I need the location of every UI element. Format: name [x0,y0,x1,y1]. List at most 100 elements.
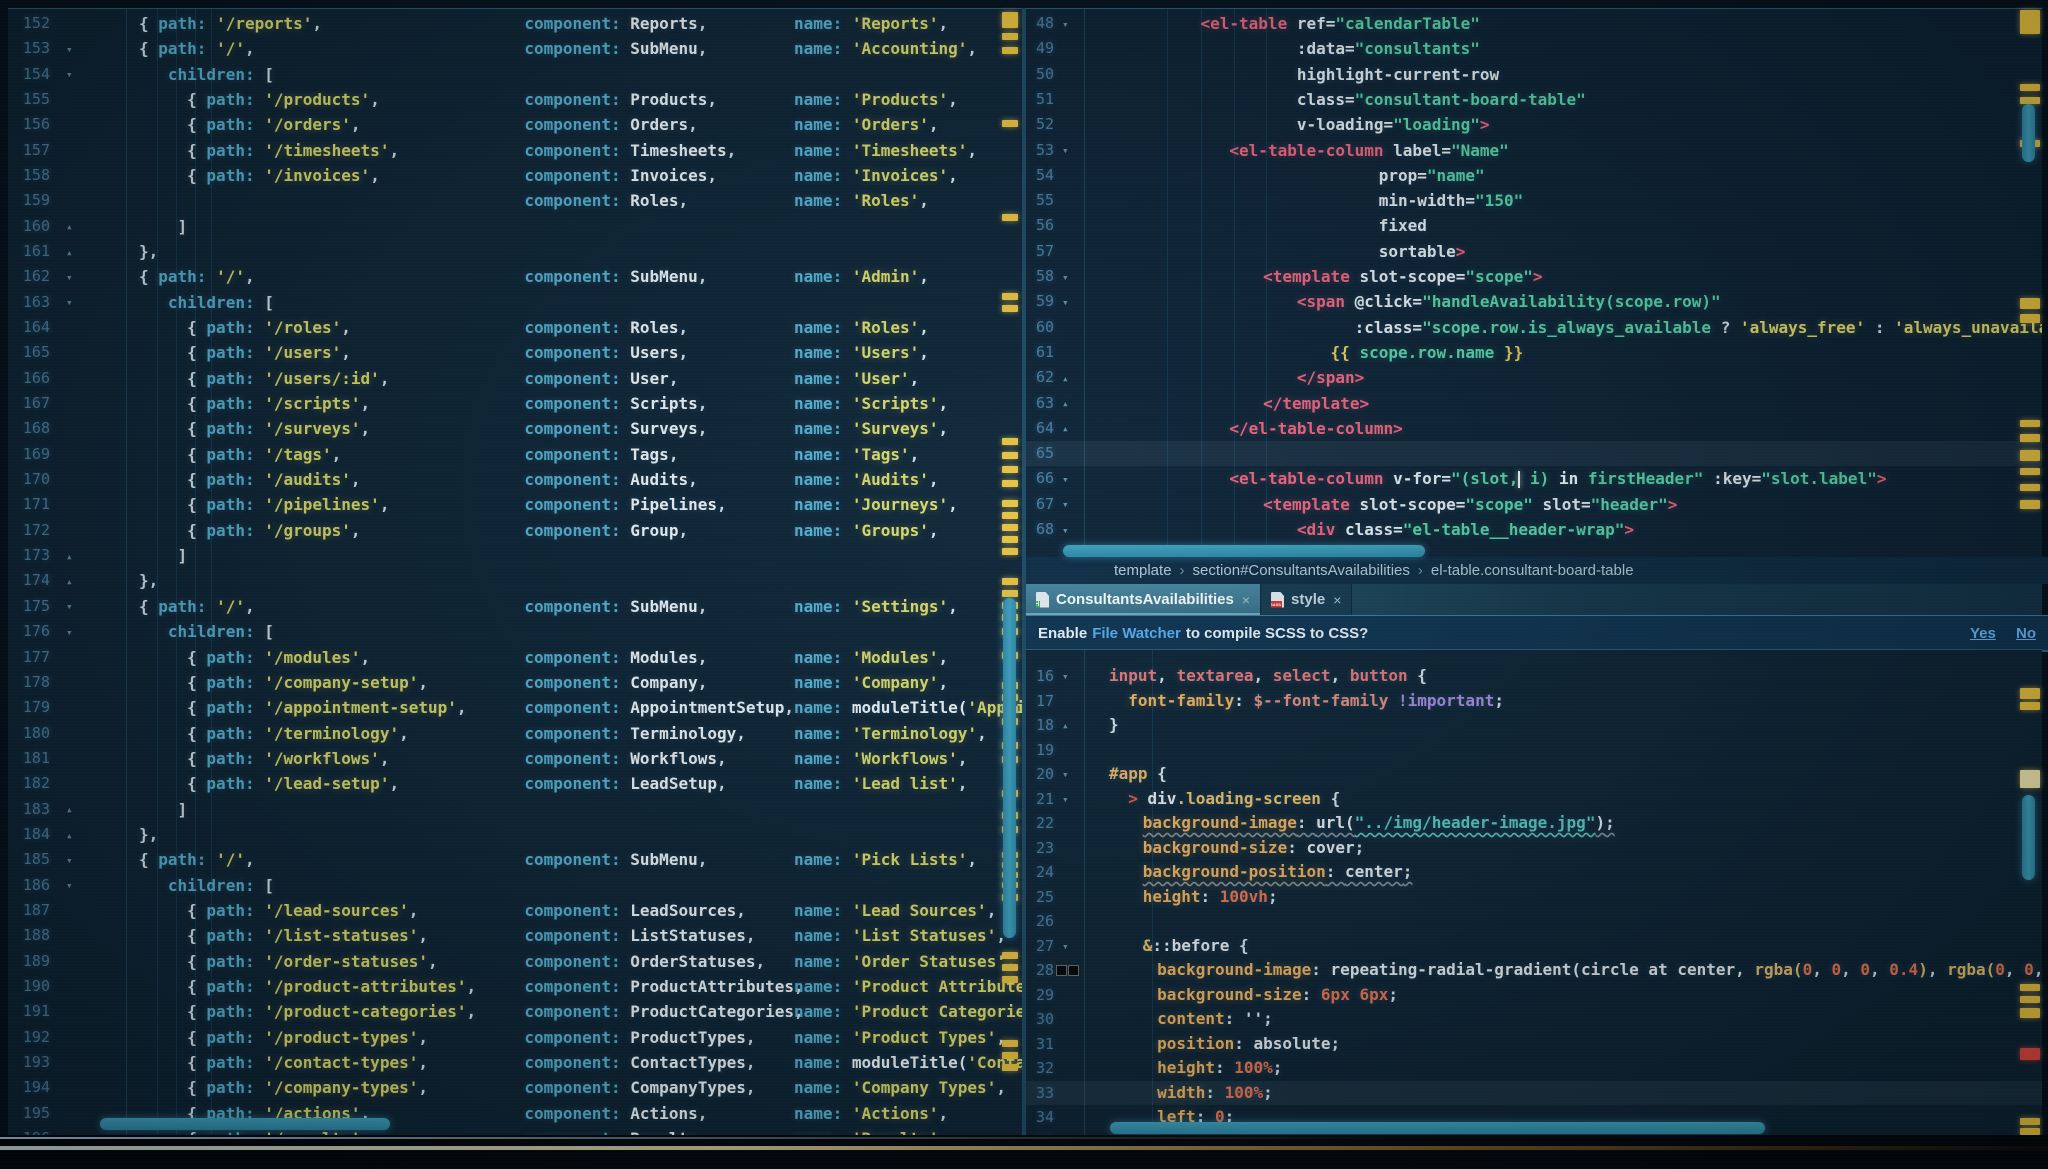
scroll-marker[interactable] [2020,84,2040,91]
code-content[interactable]: } [1109,713,2042,738]
code-content[interactable]: background-position: center; [1109,860,2042,885]
scroll-marker[interactable] [2020,1008,2040,1018]
scroll-marker[interactable] [1002,1052,1018,1059]
code-line[interactable]: 66 ▾ <el-table-column v-for="(slot, i) in … [1026,466,2042,491]
scroll-marker[interactable] [1002,12,1018,28]
file-watcher-link[interactable]: File Watcher [1092,624,1181,642]
scroll-marker[interactable] [1002,120,1018,127]
fold-icon[interactable]: ▾ [1062,939,1069,953]
code-content[interactable]: height: 100%; [1109,1056,2042,1081]
code-content[interactable]: { path: '/product-categories', component:… [139,999,1022,1024]
code-content[interactable]: :data="consultants" [1109,36,2042,61]
fold-icon[interactable]: ▾ [1062,498,1069,512]
code-content[interactable]: }, [139,822,1022,847]
code-content[interactable]: { path: '/timesheets', component: Timeshe… [139,138,1022,163]
code-line[interactable]: 56 fixed [1026,213,2042,238]
code-content[interactable]: { path: '/actions', component: Actions, na… [139,1101,1022,1126]
code-line[interactable]: 177{ path: '/modules', component: Modules… [8,645,1022,670]
fold-icon[interactable]: ▴ [1062,371,1069,385]
code-content[interactable]: sortable> [1109,239,2042,264]
code-line[interactable]: 191{ path: '/product-categories', compone… [8,999,1022,1024]
code-content[interactable]: <el-table-column v-for="(slot, i) in fir… [1109,466,2042,491]
scroll-marker[interactable] [2020,314,2040,323]
code-line[interactable]: 188{ path: '/list-statuses', component: L… [8,923,1022,948]
code-line[interactable]: 166{ path: '/users/:id', component: User,… [8,366,1022,391]
fold-icon[interactable]: ▴ [66,828,73,842]
code-content[interactable]: { path: '/terminology', component: Termin… [139,721,1022,746]
code-content[interactable]: { path: '/contact-types', component: Cont… [139,1050,1022,1075]
scroll-marker[interactable] [1002,305,1018,312]
code-content[interactable]: background-image: url("../img/header-ima… [1109,811,2042,836]
code-content[interactable]: { path: '/scripts', component: Scripts, na… [139,391,1022,416]
fold-icon[interactable]: ▴ [66,220,73,234]
code-content[interactable]: left: 0; [1109,1105,2042,1130]
right-vertical-scrollbar[interactable] [2022,795,2035,880]
code-line[interactable]: 33 width: 100%; [1026,1080,2042,1105]
pane-splitter[interactable] [1022,8,1026,1140]
code-content[interactable]: component: Roles, name: 'Roles', [139,188,1022,213]
code-line[interactable]: 195{ path: '/actions', component: Actions… [8,1101,1022,1126]
code-content[interactable]: min-width="150" [1109,188,2042,213]
code-line[interactable]: 154 ▾ children: [ [8,62,1022,87]
code-content[interactable]: background-size: cover; [1109,836,2042,861]
scroll-marker[interactable] [1002,438,1018,445]
fold-icon[interactable]: ▴ [1062,397,1069,411]
code-line[interactable]: 179{ path: '/appointment-setup', componen… [8,695,1022,720]
code-content[interactable]: <template slot-scope="scope" slot="heade… [1109,492,2042,517]
code-line[interactable]: 182{ path: '/lead-setup', component: Lead… [8,771,1022,796]
code-line[interactable]: 152{ path: '/reports', component: Reports… [8,11,1022,36]
code-line[interactable]: 64 ▴ </el-table-column> [1026,416,2042,441]
breadcrumb-item[interactable]: section#ConsultantsAvailabilities [1192,562,1410,579]
fold-icon[interactable]: ▾ [1062,295,1069,309]
left-editor-pane[interactable]: 152 { path: '/reports', component: Reports… [8,8,1022,1141]
code-content[interactable]: { path: '/appointment-setup', component: … [139,695,1022,720]
code-content[interactable]: { path: '/lead-setup', component: LeadSet… [139,771,1022,796]
scroll-marker[interactable] [1002,512,1018,519]
code-content[interactable]: { path: '/audits', component: Audits, name… [139,467,1022,492]
right-top-editor-pane[interactable]: 48 ▾ <el-table ref="calendarTable" 49:data=… [1026,8,2042,558]
scroll-marker[interactable] [2020,996,2040,1003]
code-content[interactable]: { path: '/product-types', component: Prod… [139,1025,1022,1050]
scroll-marker[interactable] [2020,500,2040,509]
code-content[interactable]: <span @click="handleAvailability(scope.r… [1109,289,2042,314]
code-content[interactable]: highlight-current-row [1109,62,2042,87]
code-line[interactable]: 60:class="scope.row.is_always_available … [1026,315,2042,340]
scroll-marker[interactable] [2020,1048,2040,1060]
code-line[interactable]: 21 ▾ > div.loading-screen { [1026,787,2042,812]
code-line[interactable]: 50 highlight-current-row [1026,62,2042,87]
fold-icon[interactable]: ▾ [1062,17,1069,31]
scroll-marker[interactable] [2020,468,2040,475]
code-content[interactable]: { path: '/lead-sources', component: LeadS… [139,898,1022,923]
code-content[interactable]: children: [ [139,873,1022,898]
fold-icon[interactable]: ▴ [66,549,73,563]
code-content[interactable]: content: ''; [1109,1007,2042,1032]
code-line[interactable]: 17 font-family: $--font-family !important… [1026,689,2042,714]
code-line[interactable]: 23 background-size: cover; [1026,836,2042,861]
scroll-marker[interactable] [1002,466,1018,473]
fold-icon[interactable]: ▴ [1062,719,1069,733]
code-line[interactable]: 192{ path: '/product-types', component: P… [8,1025,1022,1050]
code-content[interactable]: { path: '/company-types', component: Comp… [139,1075,1022,1100]
code-content[interactable]: #app { [1109,762,2042,787]
code-content[interactable]: prop="name" [1109,163,2042,188]
left-horizontal-scrollbar[interactable] [100,1118,390,1130]
code-content[interactable]: { path: '/product-attributes', component:… [139,974,1022,999]
code-content[interactable]: background-size: 6px 6px; [1109,983,2042,1008]
fold-icon[interactable]: ▾ [66,68,73,82]
code-line[interactable]: 22 background-image: url("../img/header-i… [1026,811,2042,836]
code-line[interactable]: 183 ▴] [8,797,1022,822]
fold-icon[interactable]: ▾ [66,853,73,867]
code-content[interactable]: ] [139,797,1022,822]
code-content[interactable]: height: 100vh; [1109,885,2042,910]
code-line[interactable]: 189{ path: '/order-statuses', component: … [8,949,1022,974]
fold-icon[interactable]: ▾ [1062,523,1069,537]
code-line[interactable]: 24 background-position: center; [1026,860,2042,885]
code-content[interactable]: v-loading="loading"> [1109,112,2042,137]
breadcrumb-item[interactable]: template [1114,562,1172,579]
code-line[interactable]: 54 prop="name" [1026,163,2042,188]
code-content[interactable]: fixed [1109,213,2042,238]
code-content[interactable]: { path: '/users/:id', component: User, nam… [139,366,1022,391]
no-button[interactable]: No [2016,624,2036,642]
code-line[interactable]: 48 ▾ <el-table ref="calendarTable" [1026,11,2042,36]
fold-icon[interactable]: ▾ [1062,768,1069,782]
